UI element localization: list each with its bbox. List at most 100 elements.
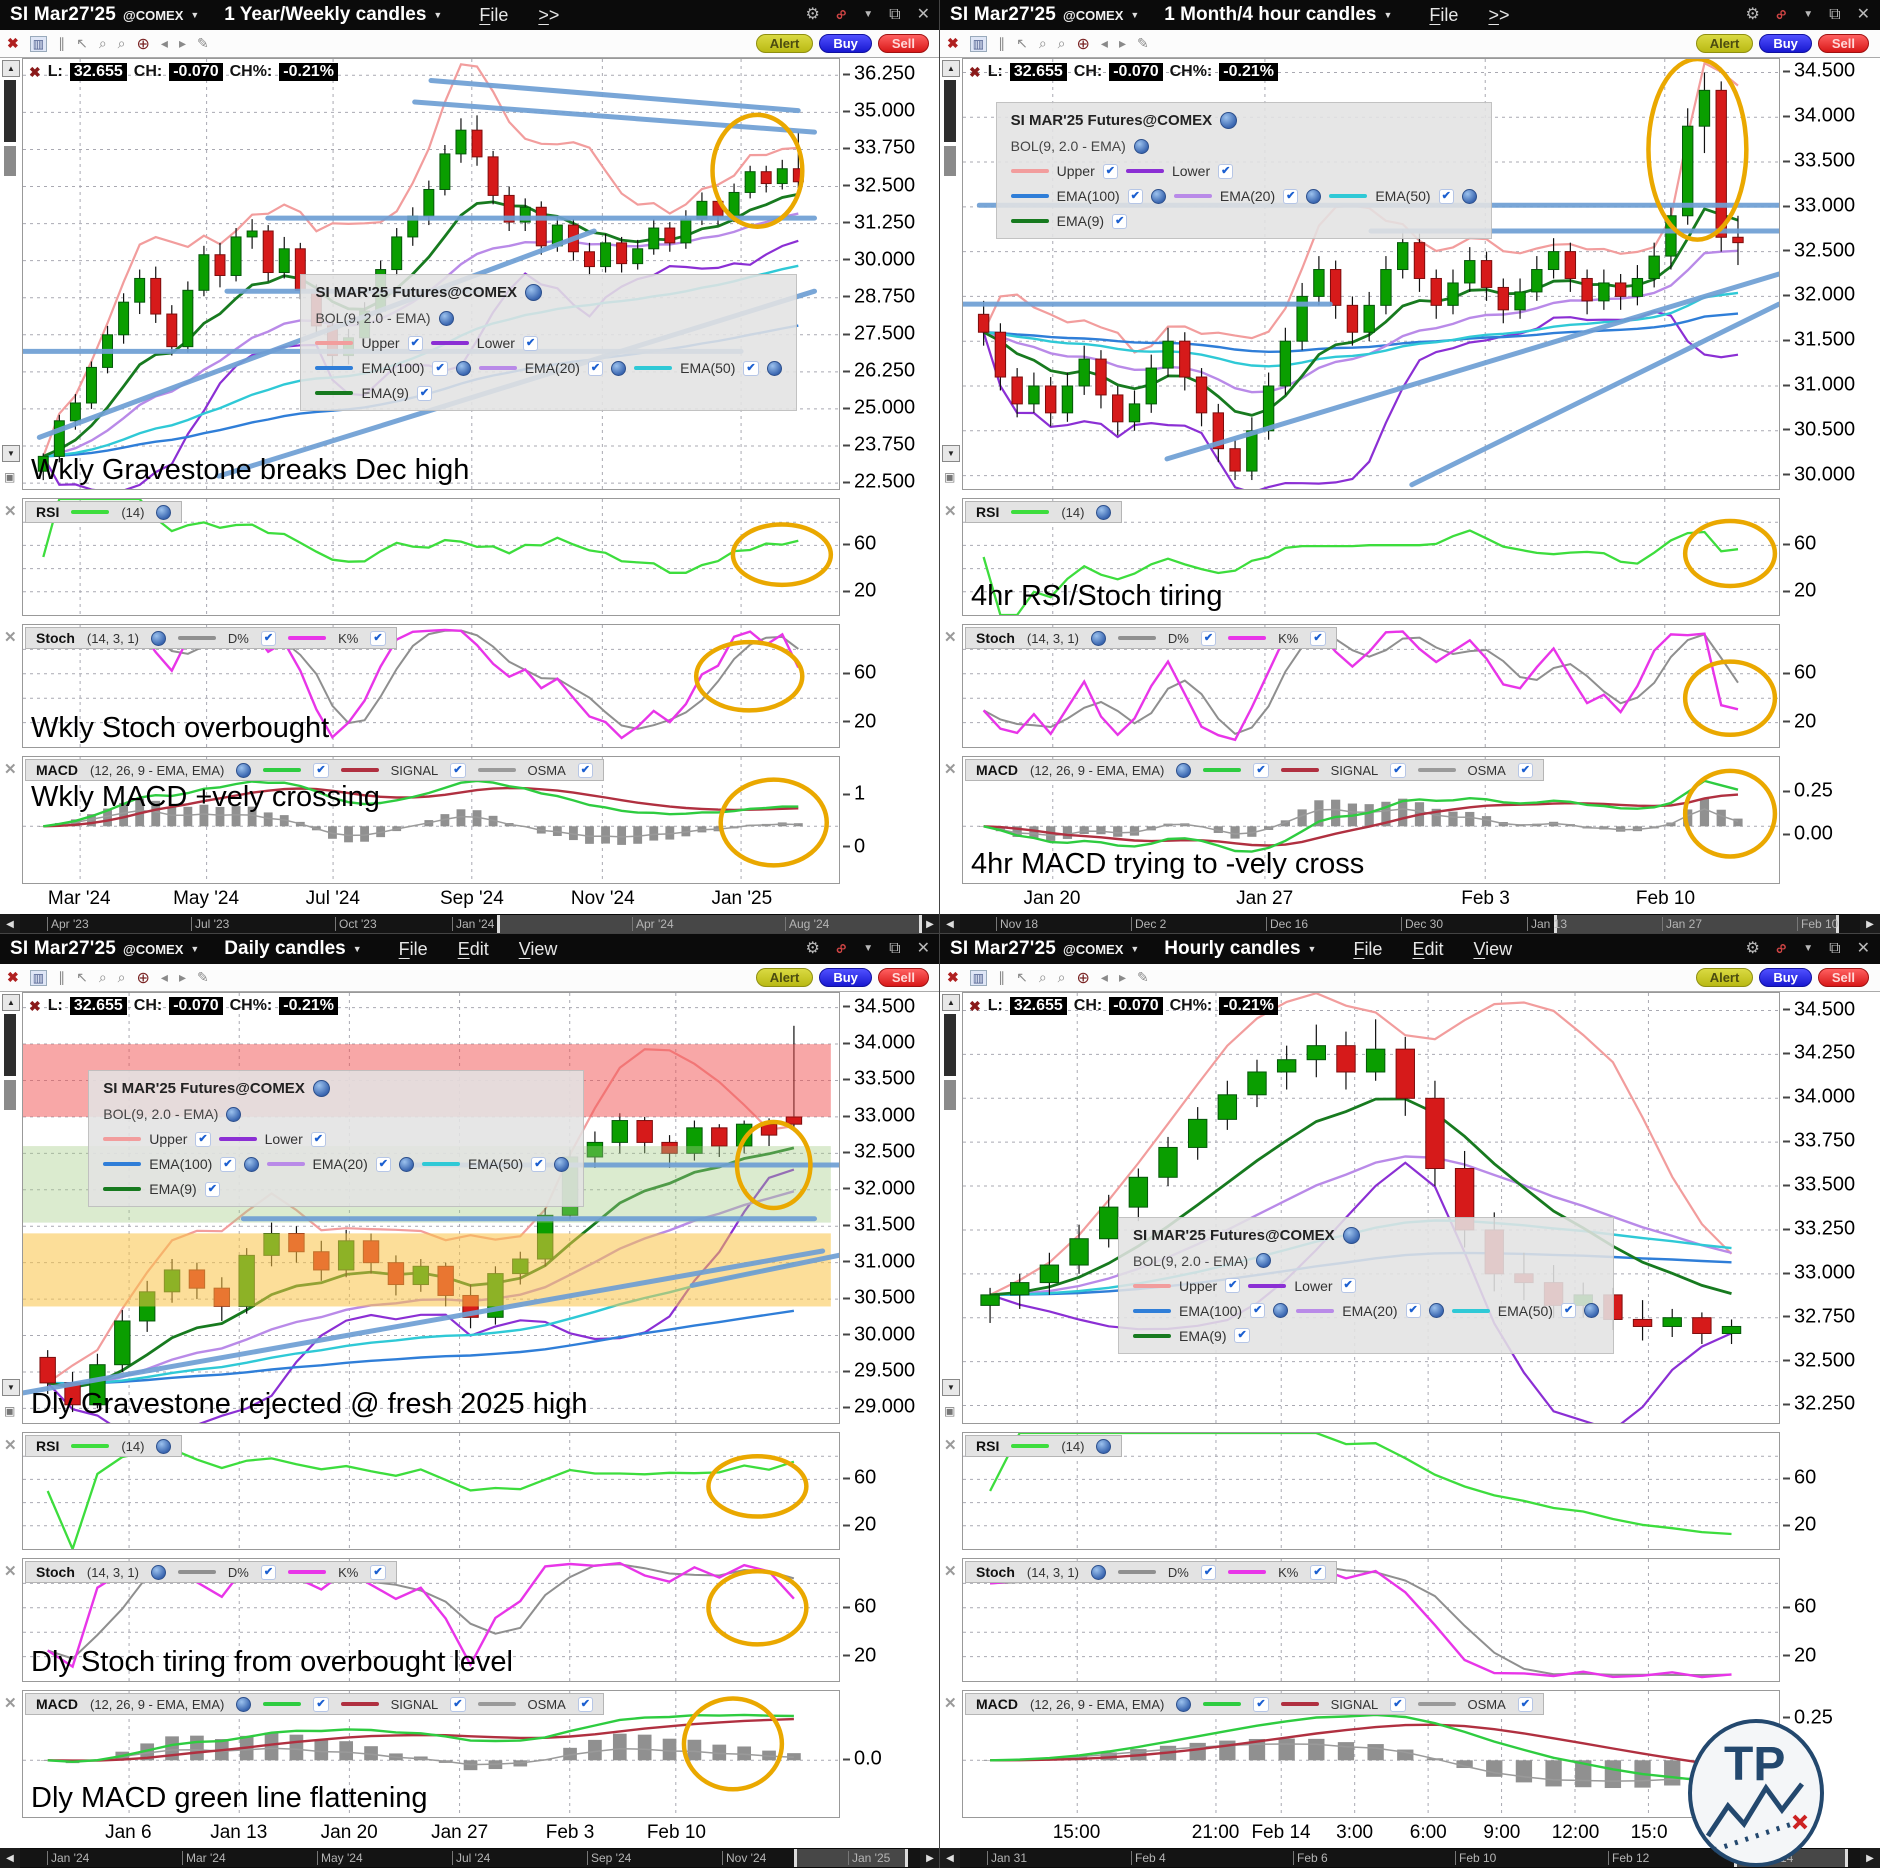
globe-icon[interactable] bbox=[1133, 138, 1149, 154]
vertical-scrollbar[interactable]: ▲ ▼ ▣ bbox=[940, 992, 962, 1424]
timeframe-caret-icon[interactable]: ▼ bbox=[1307, 944, 1317, 954]
check-icon[interactable]: ✔ bbox=[1310, 630, 1326, 646]
scroll-thumb[interactable] bbox=[944, 80, 956, 142]
delete-icon[interactable]: ✖ bbox=[29, 997, 41, 1014]
scroll-up-icon[interactable]: ▲ bbox=[2, 60, 20, 77]
globe-icon[interactable] bbox=[398, 1156, 414, 1172]
check-icon[interactable]: ✔ bbox=[1517, 1696, 1534, 1712]
close-icon[interactable]: ✖ bbox=[7, 969, 19, 985]
scroll-thumb[interactable] bbox=[944, 1014, 956, 1076]
candles-icon[interactable]: ∥ bbox=[998, 969, 1006, 985]
check-icon[interactable]: ✔ bbox=[1405, 1303, 1421, 1319]
check-icon[interactable]: ✔ bbox=[416, 385, 433, 401]
globe-icon[interactable] bbox=[236, 1696, 252, 1712]
timeframe-dropdown[interactable]: Hourly candles bbox=[1164, 938, 1301, 959]
horizontal-scrollbar[interactable]: ◀ Nov 18 Dec 2 Dec 16 Dec 30 Jan 13 Jan 27 Feb… bbox=[940, 914, 1880, 934]
alert-button[interactable]: Alert bbox=[755, 34, 814, 53]
symbol-dropdown[interactable]: SI Mar27'25 bbox=[10, 938, 117, 959]
alert-button[interactable]: Alert bbox=[1695, 968, 1754, 987]
globe-icon[interactable] bbox=[312, 1080, 330, 1098]
cursor-icon[interactable]: ↖ bbox=[1016, 969, 1028, 985]
scroll-thumb[interactable] bbox=[4, 80, 16, 142]
alert-button[interactable]: Alert bbox=[1695, 34, 1754, 53]
close-icon[interactable]: ✕ bbox=[916, 6, 930, 23]
globe-icon[interactable] bbox=[1176, 1696, 1192, 1712]
fullscreen-icon[interactable]: ⧉ bbox=[889, 940, 901, 957]
horizontal-scrollbar[interactable]: ◀ Jan '24 Mar '24 May '24 Jul '24 Sep '24 Nov… bbox=[0, 1848, 940, 1868]
close-indicator-icon[interactable]: ✕ bbox=[944, 503, 957, 520]
close-indicator-icon[interactable]: ✕ bbox=[4, 761, 17, 778]
globe-icon[interactable] bbox=[150, 1564, 166, 1580]
check-icon[interactable]: ✔ bbox=[450, 1696, 466, 1712]
globe-icon[interactable] bbox=[1090, 630, 1106, 646]
timeframe-caret-icon[interactable]: ▼ bbox=[433, 10, 443, 20]
scroll-thumb[interactable] bbox=[4, 1014, 16, 1076]
check-icon[interactable]: ✔ bbox=[1560, 1303, 1577, 1319]
scroll-track[interactable]: Apr '23 Jul '23 Oct '23 Jan '24 Apr '24 Aug '… bbox=[20, 915, 922, 933]
timeframe-dropdown[interactable]: 1 Year/Weekly candles bbox=[224, 4, 427, 25]
check-icon[interactable]: ✔ bbox=[1112, 213, 1128, 229]
check-icon[interactable]: ✔ bbox=[450, 762, 466, 778]
check-icon[interactable]: ✔ bbox=[1390, 762, 1406, 778]
close-indicator-icon[interactable]: ✕ bbox=[4, 503, 17, 520]
candles-icon[interactable]: ∥ bbox=[58, 35, 66, 51]
check-icon[interactable]: ✔ bbox=[1200, 1564, 1217, 1580]
pan-left-icon[interactable]: ◂ bbox=[160, 969, 168, 985]
check-icon[interactable]: ✔ bbox=[370, 1564, 386, 1580]
menu-edit[interactable]: Edit bbox=[1412, 938, 1444, 959]
grid-icon[interactable]: ▥ bbox=[969, 969, 988, 986]
globe-icon[interactable] bbox=[243, 1156, 259, 1172]
check-icon[interactable]: ✔ bbox=[587, 360, 604, 376]
timeframe-caret-icon[interactable]: ▼ bbox=[352, 944, 362, 954]
check-icon[interactable]: ✔ bbox=[1127, 188, 1143, 204]
vertical-scrollbar[interactable]: ▲ ▼ ▣ bbox=[0, 992, 22, 1424]
scroll-thumb[interactable] bbox=[1554, 915, 1839, 933]
check-icon[interactable]: ✔ bbox=[1310, 1564, 1326, 1580]
timeframe-dropdown[interactable]: Daily candles bbox=[224, 938, 346, 959]
check-icon[interactable]: ✔ bbox=[220, 1156, 236, 1172]
symbol-dropdown[interactable]: SI Mar27'25 bbox=[10, 4, 117, 25]
scroll-up-icon[interactable]: ▲ bbox=[942, 994, 960, 1011]
cursor-icon[interactable]: ↖ bbox=[76, 35, 88, 51]
check-icon[interactable]: ✔ bbox=[1390, 1696, 1406, 1712]
check-icon[interactable]: ✔ bbox=[195, 1131, 211, 1147]
draw-icon[interactable]: ✎ bbox=[196, 969, 209, 985]
globe-icon[interactable] bbox=[156, 1438, 172, 1454]
globe-icon[interactable] bbox=[1273, 1303, 1289, 1319]
check-icon[interactable]: ✔ bbox=[1102, 163, 1118, 179]
check-icon[interactable]: ✔ bbox=[1517, 762, 1534, 778]
menu-file[interactable]: File bbox=[1429, 4, 1459, 25]
check-icon[interactable]: ✔ bbox=[313, 1696, 329, 1712]
pan-right-icon[interactable]: ▸ bbox=[1118, 35, 1126, 51]
zoom-out-icon[interactable]: ⌕ bbox=[1057, 969, 1066, 985]
check-icon[interactable]: ✔ bbox=[260, 1564, 277, 1580]
link-icon[interactable]: ∞ bbox=[831, 4, 852, 25]
globe-icon[interactable] bbox=[1176, 762, 1192, 778]
globe-icon[interactable] bbox=[236, 762, 252, 778]
scroll-left-icon[interactable]: ◀ bbox=[940, 1848, 960, 1868]
link-icon[interactable]: ∞ bbox=[1771, 4, 1792, 25]
check-icon[interactable]: ✔ bbox=[310, 1131, 326, 1147]
scroll-track[interactable]: Nov 18 Dec 2 Dec 16 Dec 30 Jan 13 Jan 27 Feb 1… bbox=[960, 915, 1860, 933]
menu-view[interactable]: View bbox=[1473, 938, 1513, 959]
close-icon[interactable]: ✕ bbox=[916, 940, 930, 957]
close-icon[interactable]: ✖ bbox=[7, 35, 19, 51]
globe-icon[interactable] bbox=[1342, 1226, 1360, 1244]
menu-file[interactable]: File bbox=[1353, 938, 1383, 959]
settings-icon[interactable]: ⚙ bbox=[805, 940, 820, 957]
timeframe-caret-icon[interactable]: ▼ bbox=[1383, 10, 1393, 20]
sell-button[interactable]: Sell bbox=[877, 968, 929, 987]
scroll-left-icon[interactable]: ◀ bbox=[0, 914, 20, 934]
symbol-dropdown[interactable]: SI Mar27'25 bbox=[950, 938, 1057, 959]
check-icon[interactable]: ✔ bbox=[375, 1156, 391, 1172]
pan-right-icon[interactable]: ▸ bbox=[1118, 969, 1126, 985]
globe-icon[interactable] bbox=[1306, 188, 1322, 204]
check-icon[interactable]: ✔ bbox=[407, 335, 423, 351]
check-icon[interactable]: ✔ bbox=[1340, 1278, 1356, 1294]
caret-down-icon[interactable]: ▼ bbox=[1803, 943, 1814, 954]
scroll-down-icon[interactable]: ▼ bbox=[2, 445, 20, 462]
sell-button[interactable]: Sell bbox=[1817, 968, 1869, 987]
globe-icon[interactable] bbox=[1428, 1303, 1444, 1319]
menu-file[interactable]: File bbox=[479, 4, 509, 25]
globe-icon[interactable] bbox=[1096, 504, 1112, 520]
